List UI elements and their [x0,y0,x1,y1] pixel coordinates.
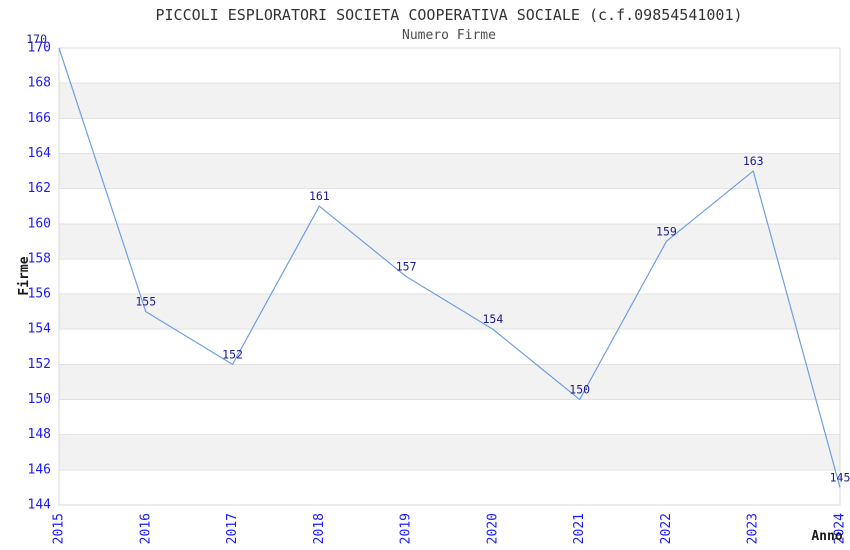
y-axis-title: Firme [17,256,32,295]
y-tick-label: 154 [28,322,52,337]
y-tick-label: 146 [28,462,51,477]
y-tick-label: 164 [28,146,52,161]
band-stripe [59,153,840,189]
x-tick-label: 2024 [833,513,848,544]
x-tick-label: 2020 [485,513,500,544]
series-line [58,47,841,488]
data-point-label: 154 [482,312,503,326]
x-tick-label: 2019 [399,513,414,544]
y-axis-tick-labels: 144 146 148 150 152 154 156 158 160 162 164 166 168 1… [28,41,52,513]
x-axis-tick-labels: 2015 2016 2017 2018 2019 2020 2021 2022 2023 2024 [52,513,848,544]
x-tick-label: 2017 [225,513,240,544]
band-stripes [59,83,840,470]
data-point-label: 159 [656,224,677,238]
x-tick-label: 2022 [659,513,674,544]
y-tick-label: 162 [28,181,51,196]
data-point-label: 170 [26,32,47,46]
y-tick-label: 150 [28,392,51,407]
y-tick-label: 168 [28,76,51,91]
y-tick-label: 158 [28,251,51,266]
chart-subtitle: Numero Firme [402,28,496,43]
data-point-label: 152 [222,347,243,361]
x-tick-label: 2018 [312,513,327,544]
data-point-label: 163 [743,154,764,168]
y-tick-label: 156 [28,287,51,302]
data-point-label: 155 [135,295,156,309]
band-stripe [59,434,840,470]
x-axis-title: Anno [811,529,842,544]
y-tick-label: 148 [28,427,51,442]
y-tick-label: 144 [28,498,52,513]
band-stripe [59,294,840,330]
y-tick-label: 160 [28,216,51,231]
plot-border [58,47,841,506]
band-stripe [59,223,840,259]
data-point-label: 150 [569,383,590,397]
data-point-label: 145 [830,470,850,484]
band-stripe [59,83,840,119]
band-stripe [59,364,840,400]
x-tick-label: 2021 [572,513,587,544]
y-tick-label: 152 [28,357,51,372]
data-series [58,47,841,488]
data-point-label: 157 [396,260,417,274]
x-tick-label: 2016 [138,513,153,544]
y-tick-label: 170 [28,41,51,56]
data-point-label: 161 [309,189,330,203]
x-tick-label: 2015 [52,513,67,544]
y-tick-label: 166 [28,111,51,126]
data-point-labels: 170 155 152 161 157 154 150 159 163 145 [26,32,850,484]
x-tick-label: 2023 [746,513,761,544]
chart-title: PICCOLI ESPLORATORI SOCIETA COOPERATIVA … [156,6,743,24]
